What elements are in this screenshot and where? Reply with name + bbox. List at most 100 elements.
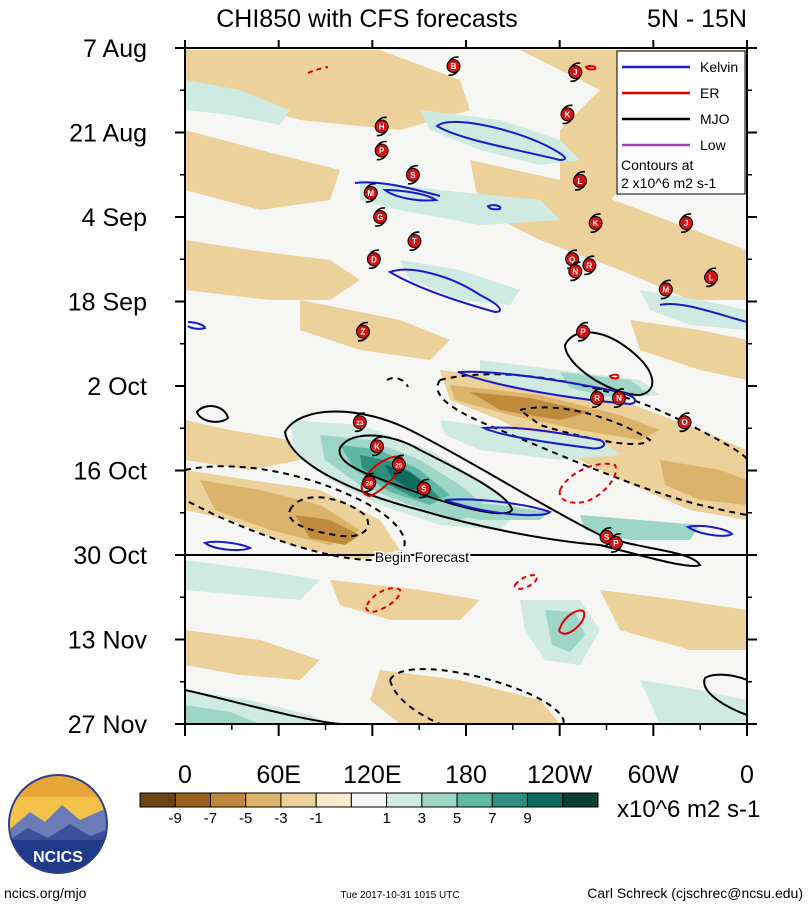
colorbar-tick-label: -5 bbox=[239, 810, 252, 827]
storm-marker: S bbox=[405, 164, 420, 185]
positive-anomaly-band bbox=[640, 290, 747, 330]
storm-label: K bbox=[374, 442, 380, 451]
legend-note-line1: Contours at bbox=[621, 157, 693, 173]
er-contour bbox=[558, 462, 617, 504]
storm-dot bbox=[658, 282, 673, 297]
y-tick-label: 2 Oct bbox=[87, 373, 147, 401]
storm-marker: L bbox=[572, 170, 587, 191]
colorbar-tick-label: -9 bbox=[169, 810, 182, 827]
positive-anomaly-band bbox=[385, 465, 428, 490]
footer-site: ncics.org/mjo bbox=[4, 885, 87, 901]
colorbar-swatch bbox=[456, 792, 493, 808]
positive-anomaly-band bbox=[185, 80, 290, 125]
positive-anomaly-band bbox=[400, 260, 520, 305]
y-tick-label: 13 Nov bbox=[68, 627, 148, 655]
mjo-contour-negative bbox=[386, 377, 409, 388]
storm-dot bbox=[576, 324, 591, 339]
storm-dot bbox=[582, 258, 597, 273]
storm-dot bbox=[370, 439, 385, 454]
y-axis: 7 Aug 21 Aug 4 Sep 18 Sep 2 Oct 16 Oct 30 Oct 1… bbox=[68, 35, 757, 739]
storm-label: P bbox=[580, 328, 586, 337]
storm-marker: Z bbox=[355, 321, 370, 342]
storm-label: O bbox=[681, 418, 687, 427]
storm-label: 25 bbox=[395, 462, 403, 469]
storm-label: H bbox=[379, 122, 385, 131]
storm-marker: K bbox=[370, 436, 385, 457]
storm-dot bbox=[568, 264, 583, 279]
negative-anomaly-band bbox=[600, 590, 747, 650]
storm-dot bbox=[366, 252, 381, 267]
mjo-contour-positive bbox=[185, 689, 341, 724]
storm-label: 23 bbox=[356, 420, 364, 427]
x-tick-label: 60E bbox=[256, 761, 300, 789]
storm-dot bbox=[704, 270, 719, 285]
storm-dot bbox=[590, 391, 605, 406]
storm-marker: O bbox=[677, 412, 692, 433]
storm-marker: P bbox=[374, 140, 389, 161]
footer-timestamp: Tue 2017-10-31 1015 UTC bbox=[340, 890, 459, 901]
colorbar-swatch bbox=[139, 792, 176, 808]
storm-marker: 25 bbox=[391, 454, 406, 475]
ncics-logo: NCICS bbox=[8, 774, 108, 874]
storm-dot bbox=[405, 167, 420, 182]
kelvin-contour bbox=[457, 370, 637, 406]
storm-label: Z bbox=[361, 328, 366, 337]
storm-dot bbox=[373, 210, 388, 224]
colorbar-tick-label: -3 bbox=[274, 810, 287, 827]
storm-marker: H bbox=[374, 116, 389, 137]
storm-marker: N bbox=[568, 261, 583, 282]
storm-marker: N bbox=[611, 388, 626, 408]
storm-marker: K bbox=[588, 213, 603, 233]
colorbar-swatch bbox=[280, 792, 317, 808]
storm-marker: 23 bbox=[352, 412, 367, 433]
y-tick-label: 7 Aug bbox=[83, 35, 147, 63]
colorbar-tick-label: -1 bbox=[309, 810, 322, 827]
mjo-contour-negative bbox=[389, 668, 565, 724]
mjo-contour-negative bbox=[288, 496, 370, 538]
legend-label-low: Low bbox=[700, 137, 727, 153]
storm-label: M bbox=[367, 189, 374, 198]
x-tick-label: 60W bbox=[628, 761, 680, 789]
mjo-contour-negative bbox=[185, 465, 406, 562]
legend-box bbox=[616, 50, 746, 195]
mjo-contour-positive bbox=[195, 405, 230, 423]
storm-dot bbox=[391, 457, 406, 472]
positive-anomaly-band bbox=[640, 680, 747, 724]
x-tick-label: 180 bbox=[445, 761, 487, 789]
negative-anomaly-band bbox=[370, 670, 560, 724]
x-tick-label: 0 bbox=[178, 761, 192, 789]
storm-marker: S bbox=[416, 478, 431, 499]
colorbar-unit-label: x10^6 m2 s-1 bbox=[617, 796, 760, 823]
kelvin-contour bbox=[480, 426, 606, 450]
colorbar-tick-label: -7 bbox=[204, 810, 217, 827]
y-tick-label: 27 Nov bbox=[68, 711, 148, 739]
mjo-contour-negative bbox=[436, 379, 747, 516]
mjo-contour-positive bbox=[563, 331, 654, 397]
storm-label: R bbox=[586, 261, 592, 270]
storm-marker: D bbox=[366, 249, 381, 270]
storm-marker: 28 bbox=[362, 472, 377, 493]
colorbar-tick-label: 9 bbox=[523, 810, 531, 827]
storm-label: D bbox=[371, 255, 377, 264]
legend: Kelvin ER MJO Low Contours at 2 x10^6 m2 s-… bbox=[616, 50, 746, 195]
kelvin-contour bbox=[354, 181, 441, 197]
forecast-start-label: Begin Forecast bbox=[375, 549, 469, 565]
positive-anomaly-band bbox=[545, 610, 585, 652]
mjo-contour-positive bbox=[703, 673, 747, 716]
storm-dot bbox=[374, 143, 389, 158]
x-axis: 0 60E 120E 180 120W 60W 0 bbox=[178, 40, 754, 789]
kelvin-contour bbox=[486, 204, 502, 211]
mjo-contour-positive bbox=[338, 434, 514, 515]
storm-dot bbox=[608, 535, 623, 550]
storm-label: J bbox=[684, 219, 688, 228]
y-tick-label: 30 Oct bbox=[73, 542, 147, 570]
storm-dot bbox=[363, 185, 378, 200]
storm-dot bbox=[407, 234, 422, 249]
storm-dot bbox=[374, 119, 389, 134]
storm-label: L bbox=[709, 273, 714, 282]
positive-anomaly-band bbox=[420, 110, 580, 165]
y-tick-label: 16 Oct bbox=[73, 458, 147, 486]
kelvin-contour bbox=[187, 321, 207, 330]
